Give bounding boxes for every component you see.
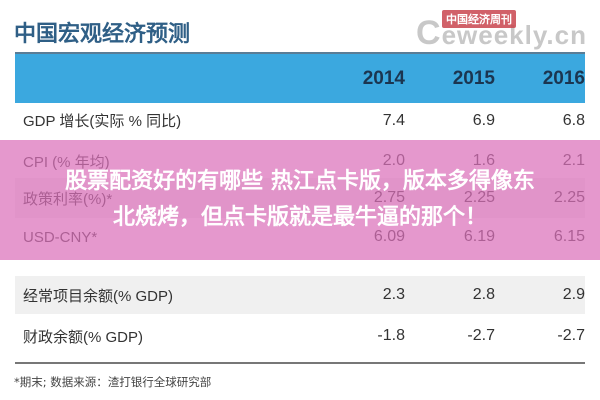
cell-value: 2.3 — [382, 286, 405, 303]
footnote-source: *期末; 数据来源：渣打银行全球研究部 — [14, 375, 212, 389]
header-2015: 2015 — [452, 67, 495, 89]
overlay-line-2: 北烧烤，但点卡版就是最牛逼的那个！ — [112, 205, 487, 230]
cell-value: 7.4 — [382, 111, 405, 129]
table-row-current-account: 经常项目余额(% GDP) 2.3 2.8 2.9 — [15, 276, 585, 314]
table-row-fiscal-balance: 财政余额(% GDP) -1.8 -2.7 -2.7 — [15, 314, 585, 358]
row-label: 经常项目余额(% GDP) — [23, 287, 174, 305]
table-header-row: 2014 2015 2016 — [15, 52, 585, 103]
row-label: GDP 增长(实际 % 同比) — [23, 113, 182, 130]
overlay-line-1: 股票配资好的有哪些 热江点卡版，版本多得像东 — [65, 169, 535, 194]
cell-value: 2.8 — [472, 286, 495, 303]
cell-value: 6.8 — [562, 111, 585, 129]
header-2014: 2014 — [362, 67, 405, 89]
header-2016: 2016 — [542, 67, 585, 89]
table-row-gdp: GDP 增长(实际 % 同比) 7.4 6.9 6.8 — [15, 103, 585, 138]
cell-value: -1.8 — [377, 327, 405, 344]
cell-value: -2.7 — [467, 327, 495, 344]
watermark-badge: 中国经济周刊 — [442, 10, 516, 28]
table-bottom-rule — [15, 362, 585, 364]
cell-value: -2.7 — [557, 327, 585, 344]
row-label: 财政余额(% GDP) — [23, 328, 144, 346]
watermark-logo: Ceweekly.cn 中国经济周刊 — [410, 6, 590, 50]
page-title: 中国宏观经济预测 — [14, 22, 191, 47]
cell-value: 2.9 — [562, 286, 585, 303]
promo-overlay-banner: 股票配资好的有哪些 热江点卡版，版本多得像东 北烧烤，但点卡版就是最牛逼的那个！ — [0, 140, 600, 260]
cell-value: 6.9 — [472, 111, 495, 129]
